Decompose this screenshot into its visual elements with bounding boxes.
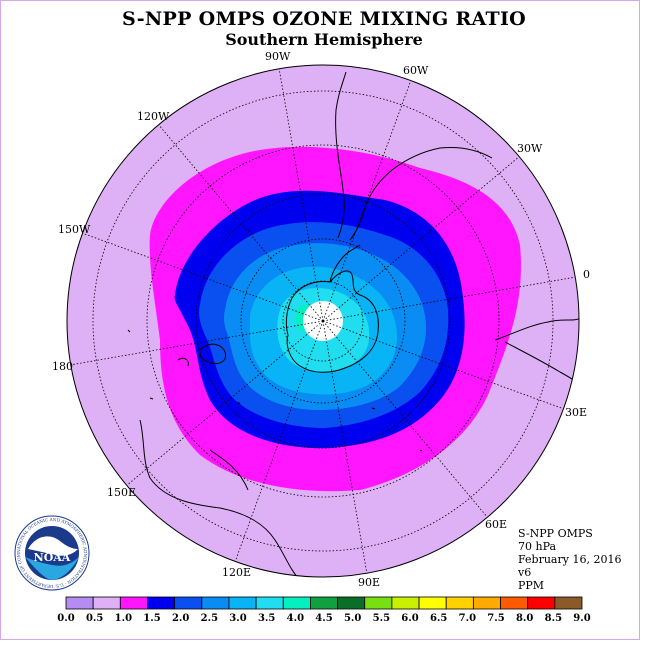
- colorbar-tick-label: 4.5: [315, 613, 332, 624]
- colorbar-swatch: [445, 596, 474, 610]
- colorbar-swatch: [391, 596, 420, 610]
- colorbar-swatch: [147, 596, 176, 610]
- colorbar-swatch: [228, 596, 257, 610]
- lon-label-60w: 60W: [403, 64, 429, 77]
- colorbar-tick-label: 5.0: [344, 613, 361, 624]
- colorbar-swatch: [174, 596, 203, 610]
- lon-label-30e: 30E: [565, 406, 587, 419]
- new-zealand-coast: [177, 343, 227, 367]
- colorbar-tick-label: 4.0: [287, 613, 304, 624]
- colorbar-tick-label: 9.0: [573, 613, 590, 624]
- info-date: February 16, 2016: [518, 553, 622, 566]
- colorbar-swatch: [472, 596, 501, 610]
- colorbar-swatch: [119, 596, 148, 610]
- lon-label-30w: 30W: [517, 142, 543, 155]
- colorbar-tick-label: 6.5: [430, 613, 447, 624]
- colorbar-tick-label: 7.0: [459, 613, 476, 624]
- colorbar-tick-label: 3.5: [258, 613, 275, 624]
- lon-label-0: 0: [583, 268, 590, 281]
- colorbar-tick-label: 6.0: [401, 613, 418, 624]
- info-instrument: S-NPP OMPS: [518, 527, 593, 540]
- colorbar-swatch: [310, 596, 338, 610]
- noaa-logo: NOAA NATIONAL OCEANIC AND ATMOSPHERIC AD…: [14, 515, 90, 591]
- lon-label-120e: 120E: [222, 566, 251, 579]
- colorbar-swatch: [527, 596, 556, 610]
- colorbar-swatch: [337, 596, 366, 610]
- lon-label-180: 180: [52, 360, 73, 373]
- colorbar: 0.0 0.5 1.0 1.5 2.0 2.5 3.0 3.5 4.0 4.5 5.0 5.5 6.0 6…: [57, 596, 591, 624]
- map-frame: [0, 0, 640, 640]
- colorbar-tick-label: 5.5: [373, 613, 390, 624]
- colorbar-swatch: [500, 596, 529, 610]
- lon-label-90w: 90W: [265, 50, 291, 63]
- lon-label-150e: 150E: [107, 486, 136, 499]
- info-level: 70 hPa: [518, 540, 557, 553]
- noaa-logo-text: NOAA: [34, 551, 71, 564]
- colorbar-tick-label: 0.0: [57, 613, 74, 624]
- colorbar-swatch: [554, 596, 583, 610]
- colorbar-tick-label: 1.0: [115, 613, 132, 624]
- colorbar-swatch: [255, 596, 284, 610]
- lon-label-60e: 60E: [485, 518, 507, 531]
- australia-coast: [139, 419, 301, 577]
- info-version: v6: [518, 566, 532, 579]
- info-block: S-NPP OMPS 70 hPa February 16, 2016 v6 P…: [518, 527, 621, 592]
- colorbar-swatch: [92, 596, 121, 610]
- antarctica-coast: [285, 270, 379, 373]
- colorbar-tick-label: 8.0: [516, 613, 533, 624]
- colorbar-tick-label: 8.5: [545, 613, 562, 624]
- colorbar-swatch: [201, 596, 230, 610]
- lon-label-150w: 150W: [58, 223, 91, 236]
- antarctic-peninsula: [329, 244, 361, 283]
- colorbar-tick-label: 3.0: [229, 613, 246, 624]
- colorbar-swatch: [418, 596, 447, 610]
- south-america-coast: [335, 71, 493, 241]
- coastlines: [127, 71, 579, 577]
- colorbar-tick-label: 2.5: [201, 613, 218, 624]
- colorbar-tick-label: 0.5: [86, 613, 103, 624]
- africa-coast: [494, 317, 579, 393]
- colorbar-swatch: [282, 596, 311, 610]
- sub-antarctic-islands: [127, 329, 423, 452]
- colorbar-tick-label: 7.5: [487, 613, 504, 624]
- colorbar-tick-label: 1.5: [143, 613, 160, 624]
- map-subtitle: Southern Hemisphere: [225, 30, 423, 49]
- colorbar-swatch: [65, 596, 94, 610]
- map-title: S-NPP OMPS OZONE MIXING RATIO: [121, 8, 527, 30]
- info-units: PPM: [518, 579, 545, 592]
- lon-label-120w: 120W: [137, 110, 170, 123]
- colorbar-tick-label: 2.0: [172, 613, 189, 624]
- colorbar-swatch: [364, 596, 393, 610]
- map-border: [66, 64, 580, 578]
- lon-label-90e: 90E: [358, 576, 380, 589]
